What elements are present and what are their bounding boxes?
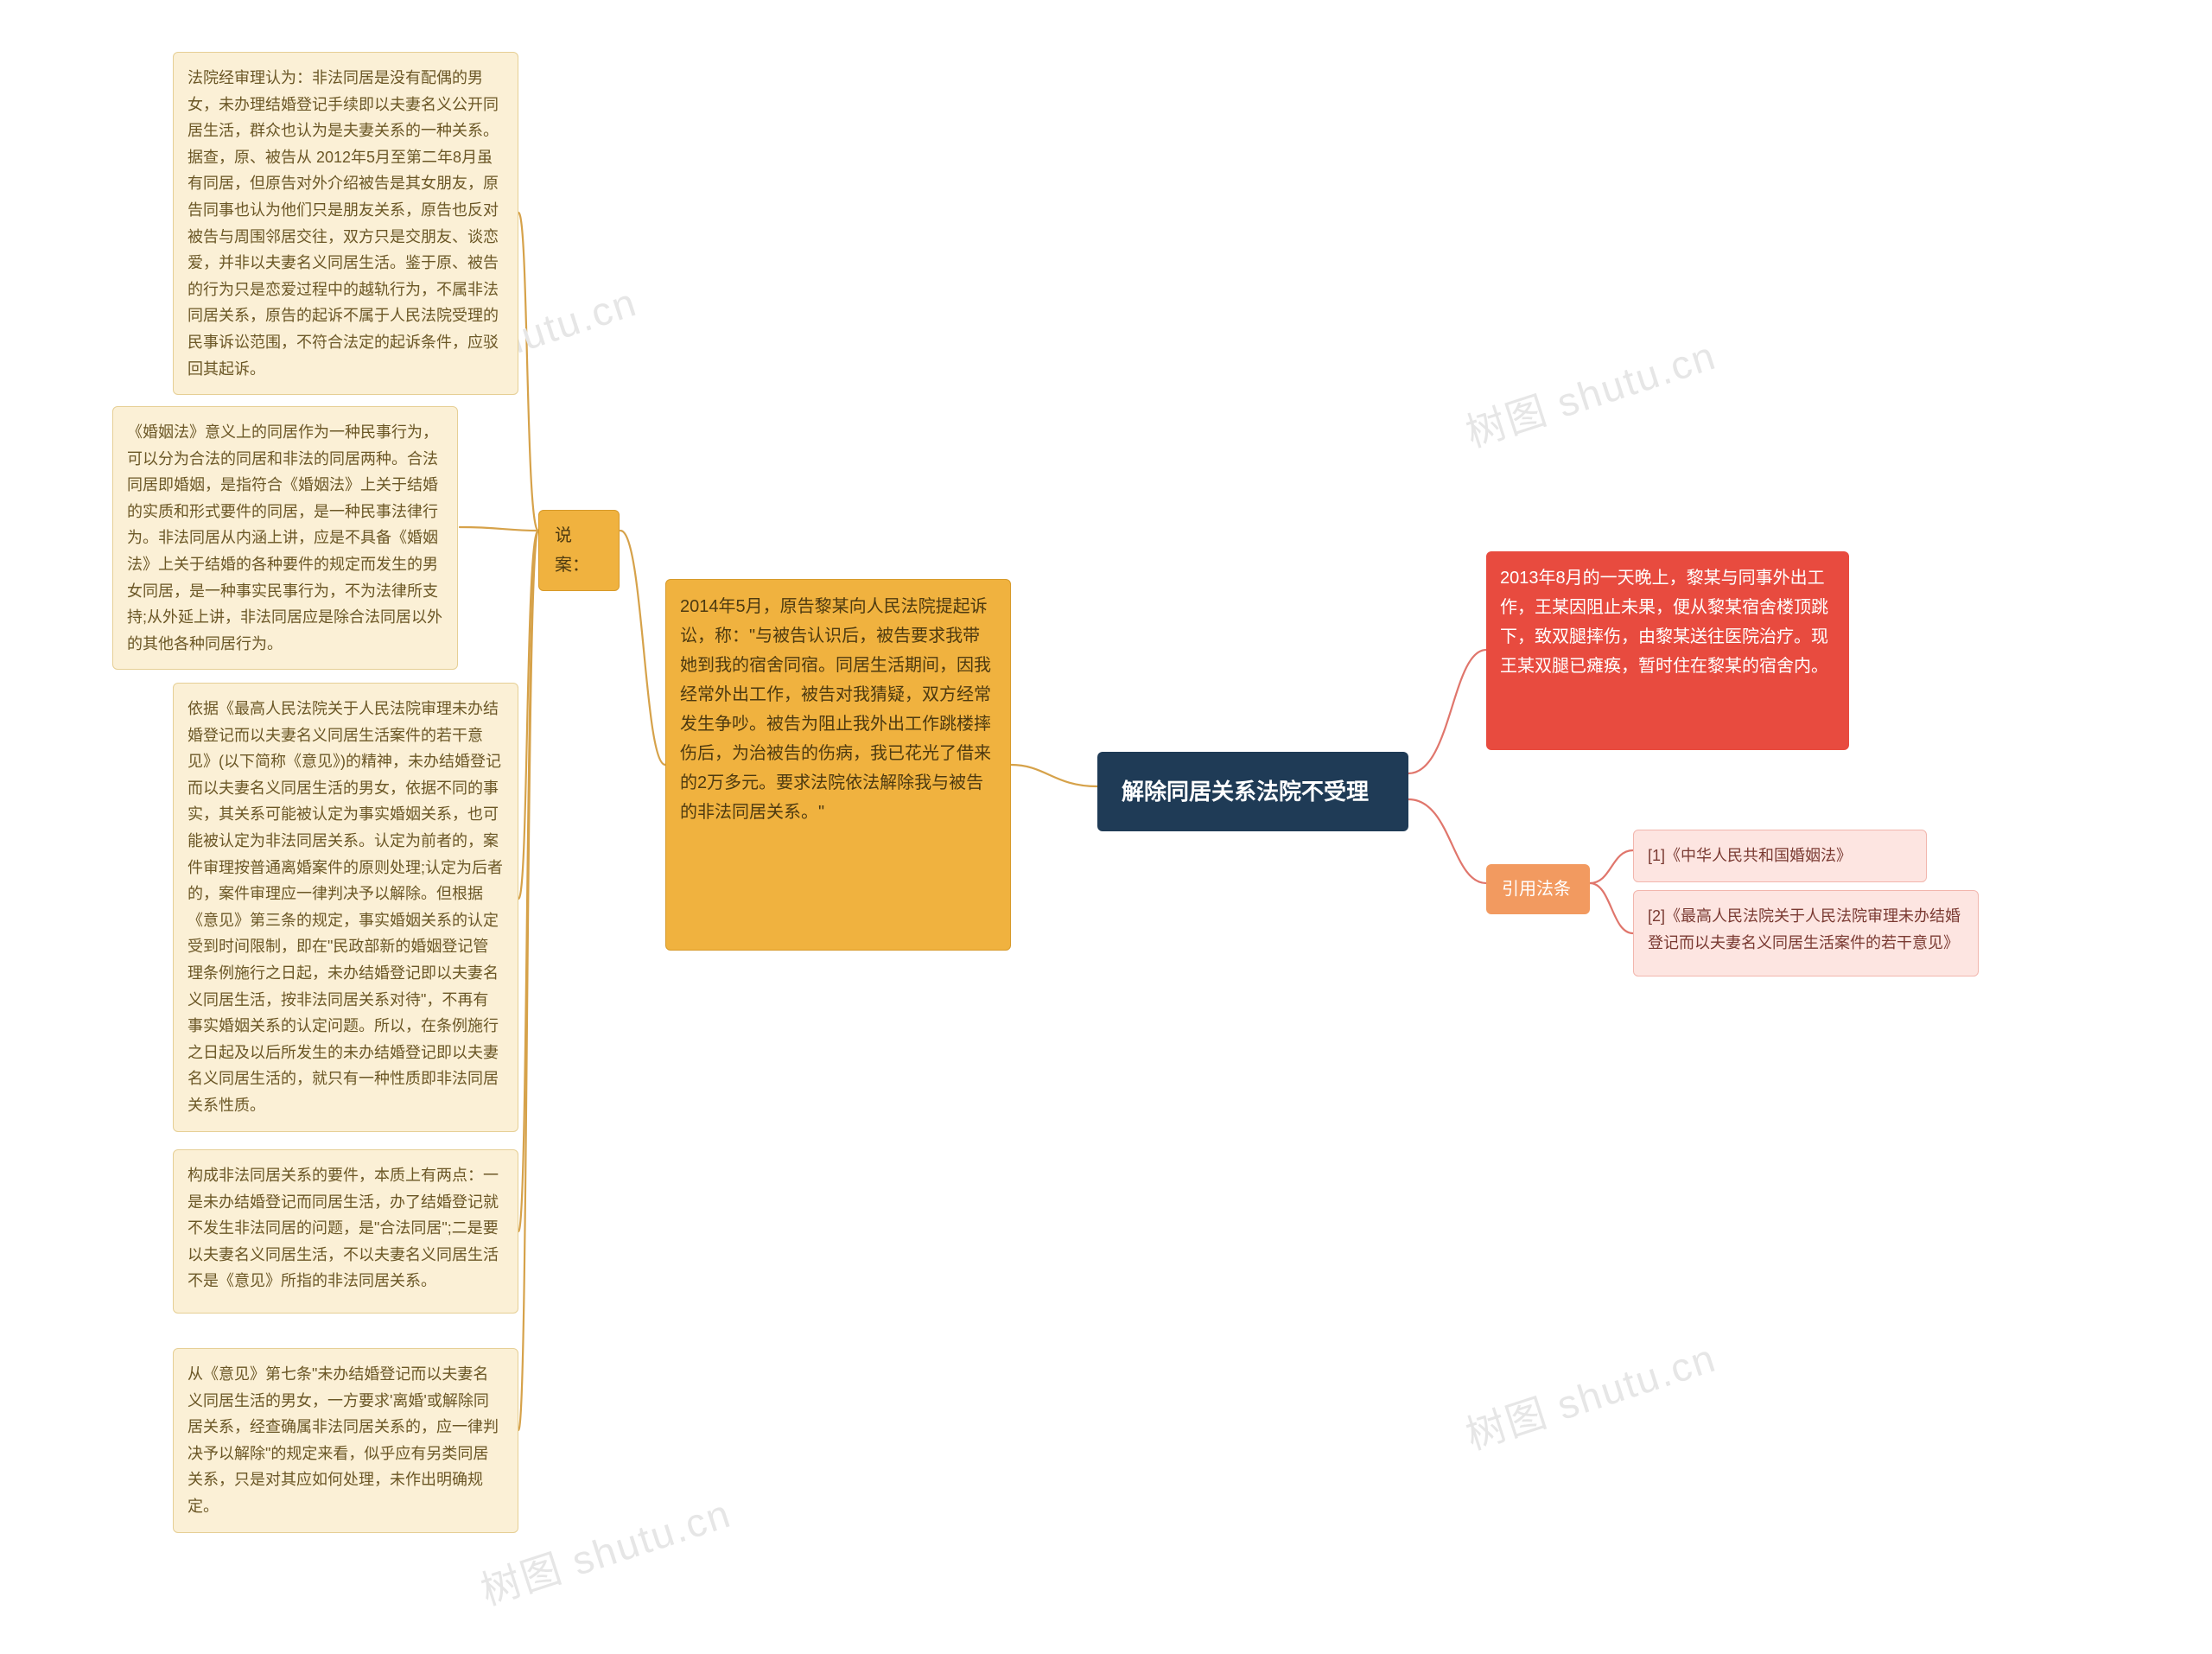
left-child-2: 《婚姻法》意义上的同居作为一种民事行为，可以分为合法的同居和非法的同居两种。合法… bbox=[112, 406, 458, 670]
left-child-3: 依据《最高人民法院关于人民法院审理未办结婚登记而以夫妻名义同居生活案件的若干意见… bbox=[173, 683, 518, 1132]
right-label-text: 引用法条 bbox=[1502, 880, 1571, 899]
left-main-node: 2014年5月，原告黎某向人民法院提起诉讼，称："与被告认识后，被告要求我带她到… bbox=[665, 579, 1011, 951]
left-child-1-text: 法院经审理认为：非法同居是没有配偶的男女，未办理结婚登记手续即以夫妻名义公开同居… bbox=[188, 69, 499, 378]
left-child-5: 从《意见》第七条"未办结婚登记而以夫妻名义同居生活的男女，一方要求'离婚'或解除… bbox=[173, 1348, 518, 1533]
central-node-text: 解除同居关系法院不受理 bbox=[1122, 779, 1369, 805]
left-child-2-text: 《婚姻法》意义上的同居作为一种民事行为，可以分为合法的同居和非法的同居两种。合法… bbox=[127, 423, 442, 652]
left-child-4-text: 构成非法同居关系的要件，本质上有两点：一是未办结婚登记而同居生活，办了结婚登记就… bbox=[188, 1167, 499, 1289]
right-main-node: 2013年8月的一天晚上，黎某与同事外出工作，王某因阻止未果，便从黎某宿舍楼顶跳… bbox=[1486, 551, 1849, 750]
left-main-text: 2014年5月，原告黎某向人民法院提起诉讼，称："与被告认识后，被告要求我带她到… bbox=[680, 597, 991, 822]
right-child-2-text: [2]《最高人民法院关于人民法院审理未办结婚登记而以夫妻名义同居生活案件的若干意… bbox=[1648, 907, 1961, 951]
central-node: 解除同居关系法院不受理 bbox=[1097, 752, 1408, 831]
right-main-text: 2013年8月的一天晚上，黎某与同事外出工作，王某因阻止未果，便从黎某宿舍楼顶跳… bbox=[1500, 569, 1828, 676]
left-child-5-text: 从《意见》第七条"未办结婚登记而以夫妻名义同居生活的男女，一方要求'离婚'或解除… bbox=[188, 1365, 499, 1515]
right-child-1-text: [1]《中华人民共和国婚姻法》 bbox=[1648, 847, 1852, 864]
left-label-text: 说案： bbox=[555, 526, 589, 575]
left-child-1: 法院经审理认为：非法同居是没有配偶的男女，未办理结婚登记手续即以夫妻名义公开同居… bbox=[173, 52, 518, 395]
left-child-4: 构成非法同居关系的要件，本质上有两点：一是未办结婚登记而同居生活，办了结婚登记就… bbox=[173, 1149, 518, 1314]
left-label-node: 说案： bbox=[538, 510, 620, 591]
left-child-3-text: 依据《最高人民法院关于人民法院审理未办结婚登记而以夫妻名义同居生活案件的若干意见… bbox=[188, 700, 503, 1114]
right-child-2: [2]《最高人民法院关于人民法院审理未办结婚登记而以夫妻名义同居生活案件的若干意… bbox=[1633, 890, 1979, 976]
right-child-1: [1]《中华人民共和国婚姻法》 bbox=[1633, 830, 1927, 882]
right-label-node: 引用法条 bbox=[1486, 864, 1590, 914]
